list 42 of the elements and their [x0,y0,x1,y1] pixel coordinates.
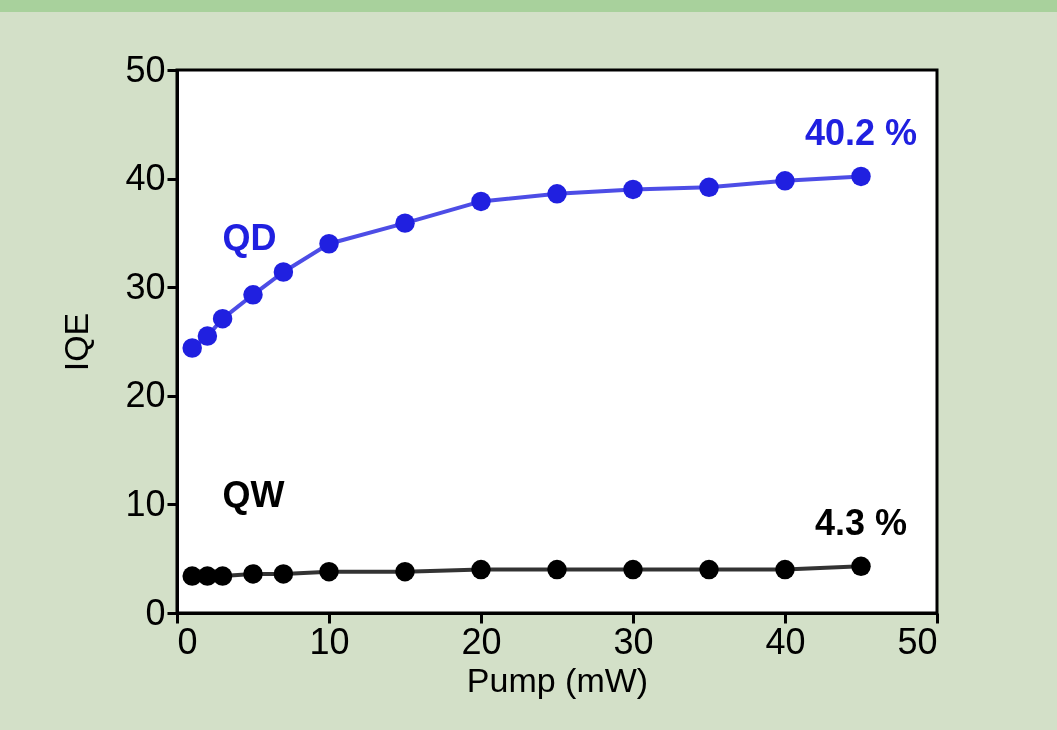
point [243,564,263,584]
annotation: 40.2 % [804,112,918,154]
point [851,556,871,577]
y-tick-label: 0 [145,591,166,633]
point [273,564,294,584]
point [243,285,263,305]
point [197,326,218,346]
point [212,308,233,329]
point [273,262,294,282]
series-label: QW [222,474,285,516]
point [395,213,415,233]
point [775,559,795,580]
y-tick-label: 30 [125,265,166,307]
x-tick-label: 40 [765,620,806,662]
point [319,562,339,582]
series-label: QD [222,216,277,258]
point [851,166,871,187]
y-tick-label: 40 [125,157,166,199]
x-tick-label: 50 [897,620,938,662]
x-tick-label: 10 [309,620,350,662]
y-tick-label: 20 [125,374,166,416]
x-tick-label: 20 [461,620,502,662]
point [547,559,567,580]
y-tick-label: 50 [125,48,166,90]
point [182,338,202,358]
point [699,177,719,198]
point [471,191,491,212]
point [775,171,795,191]
y-tick-label: 10 [125,482,166,524]
point [212,566,233,586]
point [547,184,567,204]
point [623,559,643,580]
x-axis-title: Pump (mW) [466,660,649,699]
point [395,562,415,582]
point [471,559,491,580]
point [623,179,643,200]
y-axis-title: IQE [57,312,96,372]
annotation: 4.3 % [814,502,908,544]
point [699,559,719,580]
x-tick-label: 0 [177,620,198,662]
point [319,234,339,254]
x-tick-label: 30 [613,620,654,662]
